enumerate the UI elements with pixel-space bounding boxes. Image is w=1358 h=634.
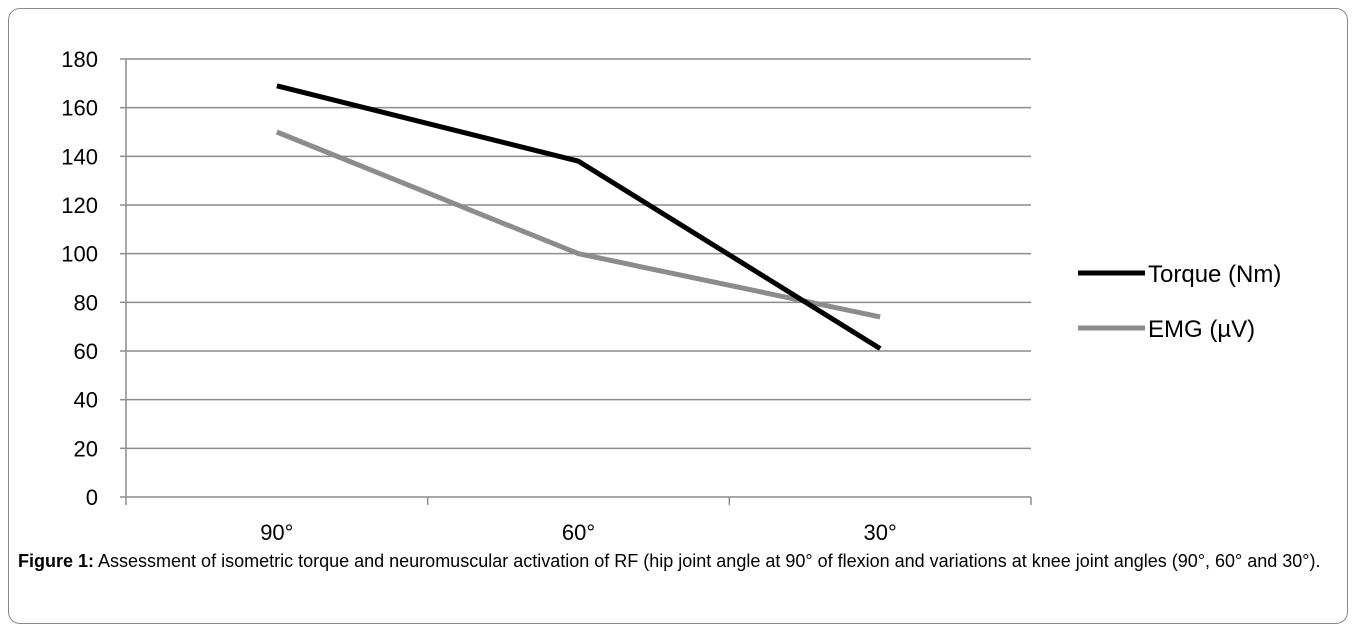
- x-axis: [125, 59, 1032, 505]
- y-axis-ticks: 0 20 40 60 80 100 120 140 160 180: [61, 47, 126, 510]
- figure-caption: Figure 1: Assessment of isometric torque…: [18, 549, 1338, 573]
- caption-text: Assessment of isometric torque and neuro…: [94, 551, 1321, 571]
- x-tick-label: 60°: [562, 520, 595, 545]
- caption-label: Figure 1:: [18, 551, 95, 571]
- y-tick-label: 20: [74, 436, 98, 461]
- x-axis-labels: 90° 60° 30°: [260, 520, 897, 545]
- y-tick-label: 40: [74, 388, 98, 413]
- legend-label: EMG (µV): [1148, 316, 1255, 343]
- y-gridlines: [126, 58, 1031, 450]
- legend: Torque (Nm) EMG (µV): [1078, 261, 1281, 343]
- series-line: [275, 129, 881, 320]
- figure-frame: [8, 8, 1348, 624]
- y-tick-label: 120: [61, 193, 98, 218]
- line-chart: 0 20 40 60 80 100 120 140 160 180 90° 60° 30° Torqu…: [61, 47, 1281, 545]
- y-tick-label: 80: [74, 290, 98, 315]
- series-lines: [275, 83, 882, 351]
- x-tick-label: 30°: [864, 520, 897, 545]
- y-tick-label: 180: [61, 47, 98, 72]
- legend-label: Torque (Nm): [1148, 261, 1281, 288]
- x-tick-label: 90°: [260, 520, 293, 545]
- y-tick-label: 0: [86, 485, 98, 510]
- series-line: [276, 83, 882, 351]
- y-tick-label: 100: [61, 242, 98, 267]
- y-tick-label: 60: [74, 339, 98, 364]
- y-tick-label: 140: [61, 144, 98, 169]
- y-tick-label: 160: [61, 96, 98, 121]
